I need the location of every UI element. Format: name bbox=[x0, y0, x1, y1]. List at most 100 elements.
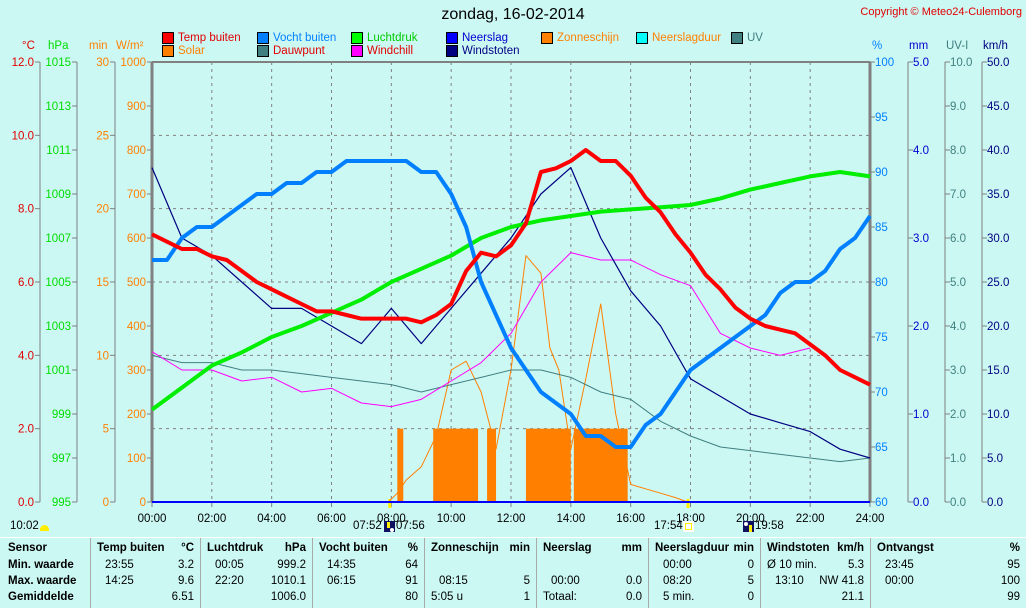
stats-unit: °C bbox=[181, 542, 194, 554]
tick-label: 500 bbox=[127, 277, 146, 289]
stats-cell-value: 0.0 bbox=[626, 591, 642, 603]
stats-cell-label: Totaal: bbox=[543, 591, 577, 603]
stats-cell-value: 5.3 bbox=[848, 559, 864, 571]
daylength-label: 10:02 bbox=[10, 520, 39, 532]
tick-label: 35.0 bbox=[987, 189, 1009, 201]
tick-label: 0.0 bbox=[950, 497, 966, 509]
tick-label: 300 bbox=[127, 365, 146, 377]
tick-label: 700 bbox=[127, 189, 146, 201]
legend-item: Luchtdruk bbox=[351, 32, 418, 44]
tick-label: 70 bbox=[875, 387, 888, 399]
page-title: zondag, 16-02-2014 bbox=[441, 6, 585, 23]
legend-swatch bbox=[351, 32, 363, 44]
tick-label: 10.0 bbox=[12, 130, 34, 142]
legend-swatch bbox=[446, 32, 458, 44]
x-tick-label: 06:00 bbox=[317, 513, 346, 525]
x-tick-label: 24:00 bbox=[856, 513, 885, 525]
legend-label: Windchill bbox=[367, 45, 414, 57]
axis-unit-label: min bbox=[89, 40, 108, 52]
tick-label: 100 bbox=[875, 57, 894, 69]
stats-header: Ontvangst bbox=[877, 542, 934, 554]
stats-cell-label: 08:20 bbox=[663, 575, 692, 587]
legend-swatch bbox=[257, 45, 269, 57]
tick-label: 995 bbox=[52, 497, 71, 509]
sunshine-bar bbox=[573, 428, 628, 502]
stats-unit: mm bbox=[621, 542, 642, 554]
legend-item: Zonneschijn bbox=[541, 32, 619, 44]
tick-label: 5.0 bbox=[987, 453, 1003, 465]
tick-label: 65 bbox=[875, 442, 888, 454]
tick-label: 12.0 bbox=[12, 57, 34, 69]
tick-label: 0.0 bbox=[18, 497, 34, 509]
copyright-label: Copyright © Meteo24-Culemborg bbox=[860, 6, 1022, 18]
legend-swatch bbox=[636, 32, 648, 44]
stats-header: Temp buiten bbox=[97, 542, 165, 554]
tick-label: 1007 bbox=[45, 233, 71, 245]
stats-cell-label: 08:15 bbox=[439, 575, 468, 587]
legend-swatch bbox=[162, 32, 174, 44]
stats-cell-label: 13:10 bbox=[775, 575, 804, 587]
stats-header: Zonneschijn bbox=[431, 542, 499, 554]
tick-label: 50.0 bbox=[987, 57, 1009, 69]
tick-label: 20.0 bbox=[987, 321, 1009, 333]
stats-cell-label: 00:00 bbox=[885, 575, 914, 587]
axis-unit-label: UV-I bbox=[946, 40, 969, 52]
stats-unit: min bbox=[733, 542, 754, 554]
legend-label: Dauwpunt bbox=[273, 45, 325, 57]
pressure-line bbox=[150, 170, 871, 412]
tick-label: 1011 bbox=[46, 145, 71, 157]
tick-label: 0 bbox=[140, 497, 146, 509]
civil-dusk-label: 19:58 bbox=[755, 520, 784, 532]
axis-unit-label: % bbox=[872, 40, 883, 52]
stats-unit: % bbox=[407, 542, 418, 554]
stats-cell-value: 999.2 bbox=[277, 559, 306, 571]
legend-item: Temp buiten bbox=[162, 32, 241, 44]
stats-cell-value: 3.2 bbox=[178, 559, 194, 571]
tick-label: 85 bbox=[875, 222, 888, 234]
stats-cell-value: 0 bbox=[747, 591, 754, 603]
stats-cell-label: 14:25 bbox=[105, 575, 134, 587]
stats-table: Sensor Min. waarde Max. waarde Gemiddelde Te… bbox=[0, 538, 1026, 608]
tick-label: 10.0 bbox=[950, 57, 972, 69]
stats-cell-value: 5 bbox=[523, 575, 530, 587]
stats-unit: km/h bbox=[837, 542, 864, 554]
tick-label: 400 bbox=[127, 321, 146, 333]
tick-label: 4.0 bbox=[950, 321, 966, 333]
sunset-icon bbox=[683, 521, 694, 532]
legend-swatch bbox=[446, 45, 458, 57]
x-tick-label: 04:00 bbox=[257, 513, 286, 525]
tick-label: 800 bbox=[127, 145, 146, 157]
legend-item: Neerslagduur bbox=[636, 32, 721, 44]
legend-label: Windstoten bbox=[462, 45, 520, 57]
stats-cell-value: 80 bbox=[405, 591, 418, 603]
stats-cell-label: 14:35 bbox=[327, 559, 356, 571]
legend-item: Vocht buiten bbox=[257, 32, 336, 44]
tick-label: 75 bbox=[875, 332, 888, 344]
tick-label: 1.0 bbox=[950, 453, 966, 465]
sunshine-bar bbox=[487, 428, 497, 502]
stats-column: Windstoten km/h Ø 10 min. 5.3 13:10 NW 41.8 21… bbox=[760, 538, 870, 608]
legend-label: Temp buiten bbox=[178, 32, 241, 44]
tick-label: 1013 bbox=[45, 101, 71, 113]
stats-cell-value: 5 bbox=[747, 575, 754, 587]
sunrise-label: 07:56 bbox=[396, 520, 425, 532]
tick-label: 4.0 bbox=[18, 350, 34, 362]
legend-item: Dauwpunt bbox=[257, 45, 325, 57]
weather-chart: 0.02.04.06.08.010.012.099599799910011003… bbox=[12, 57, 1010, 525]
tick-label: 10 bbox=[96, 350, 109, 362]
tick-label: 1003 bbox=[45, 321, 71, 333]
tick-label: 15 bbox=[96, 277, 109, 289]
legend-label: UV bbox=[747, 32, 763, 44]
x-tick-label: 12:00 bbox=[497, 513, 526, 525]
stats-cell-label: Max. waarde bbox=[8, 575, 77, 587]
stats-cell-label: 5:05 u bbox=[431, 591, 463, 603]
tick-label: 6.0 bbox=[18, 277, 34, 289]
sunshine-bar bbox=[397, 428, 404, 502]
tick-label: 30.0 bbox=[987, 233, 1009, 245]
tick-label: 5.0 bbox=[950, 277, 966, 289]
civil-dawn-label: 07:52 bbox=[353, 520, 382, 532]
stats-cell-value: NW 41.8 bbox=[819, 575, 864, 587]
tick-label: 999 bbox=[52, 409, 71, 421]
stats-cell-label: 23:45 bbox=[885, 559, 914, 571]
tick-label: 1000 bbox=[120, 57, 146, 69]
